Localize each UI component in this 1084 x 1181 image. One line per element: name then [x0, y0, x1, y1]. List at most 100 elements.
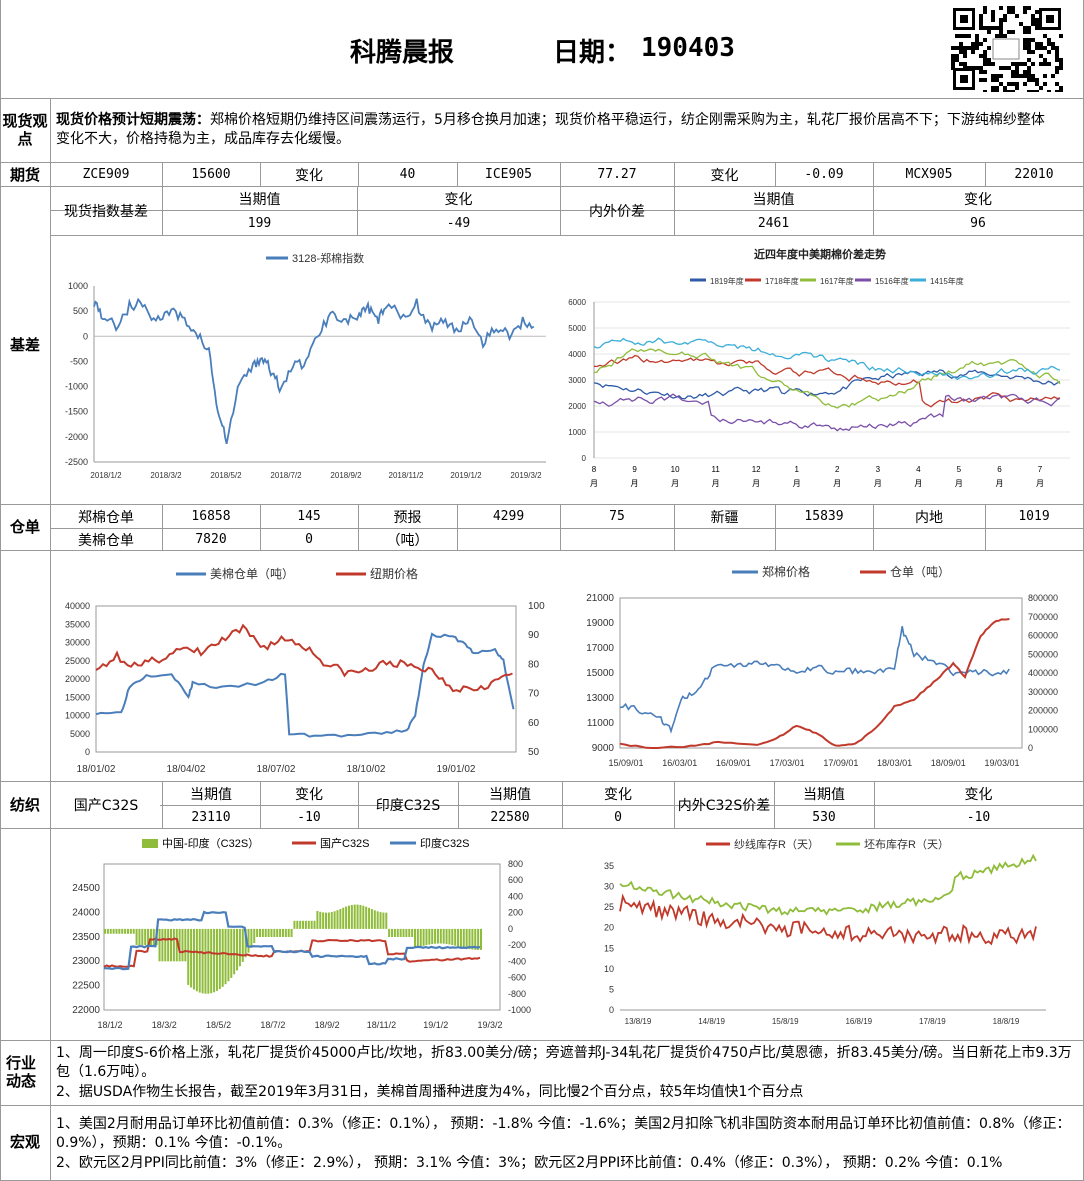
x-tick-6: 2019/1/2: [450, 471, 482, 480]
x-tick-1: 2018/3/2: [150, 471, 182, 480]
x-tick-3: 17/03/01: [770, 758, 805, 768]
bar-24: [172, 928, 175, 962]
x-tick-8: 4: [916, 465, 921, 474]
bar-131: [480, 928, 482, 950]
x-tick-1: 14/8/19: [698, 1017, 725, 1026]
bar-54: [258, 928, 261, 937]
bar-68: [299, 920, 302, 929]
x-tick-6: 18/09/01: [931, 758, 966, 768]
x-tick-0: 18/1/2: [97, 1020, 122, 1030]
bar-46: [236, 928, 239, 971]
x-tick-0: 15/09/01: [608, 758, 643, 768]
textile-spr-current: 530: [812, 809, 836, 825]
x-tick-1: 18/04/02: [167, 764, 206, 775]
bar-126: [465, 928, 468, 949]
futures-cell-6: 变化: [710, 167, 739, 184]
bar-71: [307, 920, 310, 929]
y-tick-5: 10: [604, 964, 614, 974]
legend-label-1: 1718年度: [765, 276, 799, 286]
x-tick-7: 19/03/01: [984, 758, 1019, 768]
bar-9: [129, 928, 132, 934]
x-tick-7: 3: [876, 465, 881, 474]
y-tick-5: 11000: [587, 718, 615, 729]
x-tick-unit-10: 月: [995, 479, 1003, 488]
futures-cell-5: 77.27: [597, 167, 637, 182]
series-line-0: [593, 369, 1061, 400]
y2-tick-4: 0: [508, 924, 513, 934]
y-tick-1: 30: [604, 882, 614, 892]
warehouse-unit: （吨）: [386, 532, 429, 549]
x-tick-4: 18/9/2: [315, 1020, 340, 1030]
x-tick-unit-1: 月: [631, 479, 639, 488]
textile-spr-change-header: 变化: [964, 786, 993, 803]
bar-58: [270, 928, 273, 937]
macro-section-label: 宏观: [9, 1133, 40, 1151]
plot-frame: [103, 863, 501, 1011]
series-line-3: [593, 393, 1061, 432]
bar-64: [287, 928, 290, 937]
y-tick-1: 5000: [568, 324, 586, 333]
x-tick-11: 7: [1038, 465, 1043, 474]
plot-frame: [95, 605, 517, 753]
series-line-1: [619, 853, 1037, 916]
bar-108: [413, 928, 416, 948]
y-tick-5: 15000: [65, 692, 90, 702]
y-tick-6: 5: [609, 984, 614, 994]
y-tick-7: 0: [609, 1005, 614, 1015]
bar-30: [190, 928, 193, 988]
x-tick-unit-9: 月: [955, 479, 963, 488]
bar-16: [149, 928, 152, 946]
bar-121: [451, 928, 454, 945]
legend-label-1: 坯布库存R（天）: [864, 837, 949, 851]
basis-current-header: 当期值: [238, 191, 281, 208]
textile-dom-change: -10: [297, 809, 321, 825]
bar-118: [442, 928, 445, 944]
y-tick-5: -1500: [65, 407, 88, 417]
y-tick-1: 19000: [586, 618, 614, 629]
bar-81: [336, 910, 339, 929]
basis-current-value: 199: [247, 215, 272, 231]
y-tick-2: 23500: [72, 932, 100, 943]
chart-title: 近四年度中美期棉价差走势: [754, 247, 886, 261]
textile-dom-current: 23110: [191, 809, 231, 825]
bar-74: [316, 910, 319, 929]
series-line-2: [103, 910, 481, 971]
futures-cell-0: ZCE909: [82, 167, 130, 182]
bar-61: [279, 928, 282, 937]
legend-label-3: 1516年度: [875, 276, 909, 286]
spot-lead: 现货价格预计短期震荡：: [56, 112, 210, 128]
series-line-0: [619, 893, 1037, 946]
y-tick-3: 23000: [72, 956, 100, 967]
legend-label-0: 1819年度: [710, 276, 744, 286]
bar-125: [462, 928, 465, 948]
y2-tick-7: 100000: [1028, 724, 1058, 734]
y-tick-4: -1000: [65, 382, 88, 392]
industry-section-label: 行业动态: [5, 1054, 36, 1090]
us-warehouse-chart: 美棉仓单（吨） 纽期价格 40000 35000 30000 25000 20000 1500…: [65, 566, 545, 775]
bar-29: [187, 928, 190, 985]
bar-102: [396, 928, 399, 937]
y-tick-2: 30000: [65, 638, 90, 648]
y-tick-1: 500: [73, 306, 88, 316]
legend-label-1: 国产C32S: [320, 836, 370, 850]
industry-line-1: 1、周一印度S-6价格上涨，轧花厂提货价45000卢比/坎地，折83.00美分/…: [56, 1045, 1072, 1080]
x-tick-4: 17/09/01: [823, 758, 858, 768]
bar-14: [144, 928, 147, 946]
bar-45: [233, 928, 236, 975]
bar-80: [333, 911, 336, 929]
y-tick-3: 20: [604, 923, 614, 933]
x-tick-10: 6: [997, 465, 1002, 474]
bar-70: [304, 920, 307, 929]
series-line-0: [619, 626, 1010, 734]
bar-27: [181, 928, 184, 962]
bar-72: [310, 920, 313, 929]
zce-warehouse-chart: 郑棉价格 仓单（吨） 21000 19000 17000 15000 13000 11000 9…: [586, 564, 1058, 768]
bar-117: [439, 928, 442, 944]
bar-39: [215, 928, 218, 991]
legend-label-4: 1415年度: [930, 276, 964, 286]
spot-commentary: 现货价格预计短期震荡：郑棉价格短期仍维持区间震荡运行，5月移仓换月加速；现货价格…: [56, 111, 1056, 149]
y-tick-1: 24000: [72, 907, 100, 918]
y-tick-3: -500: [70, 356, 88, 366]
y-tick-6: 10000: [65, 711, 90, 721]
x-tick-2: 2018/5/2: [210, 471, 242, 480]
